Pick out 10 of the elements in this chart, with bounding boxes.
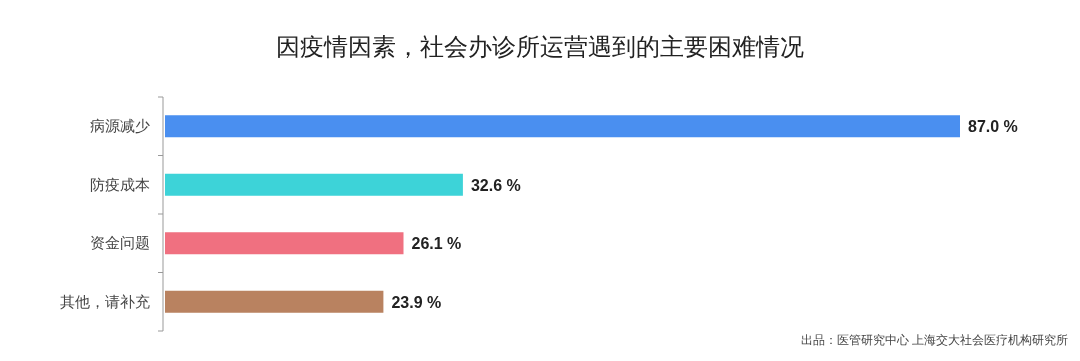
category-label: 其他，请补充 bbox=[60, 292, 150, 310]
category-label: 防疫成本 bbox=[90, 175, 150, 193]
annotation: 出品：医管研究中心 上海交大社会医疗机构研究所 bbox=[800, 333, 1068, 347]
value-label: 32.6 % bbox=[470, 176, 521, 194]
category-label: 病源减少 bbox=[90, 117, 150, 135]
value-label: 87.0 % bbox=[968, 118, 1018, 136]
value-label: 23.9 % bbox=[391, 293, 442, 311]
category-label: 资金问题 bbox=[90, 234, 150, 252]
title: 因疫情因素，社会办诊所运营遇到的主要困难情况 bbox=[276, 33, 804, 60]
value-label: 26.1 % bbox=[411, 235, 462, 253]
